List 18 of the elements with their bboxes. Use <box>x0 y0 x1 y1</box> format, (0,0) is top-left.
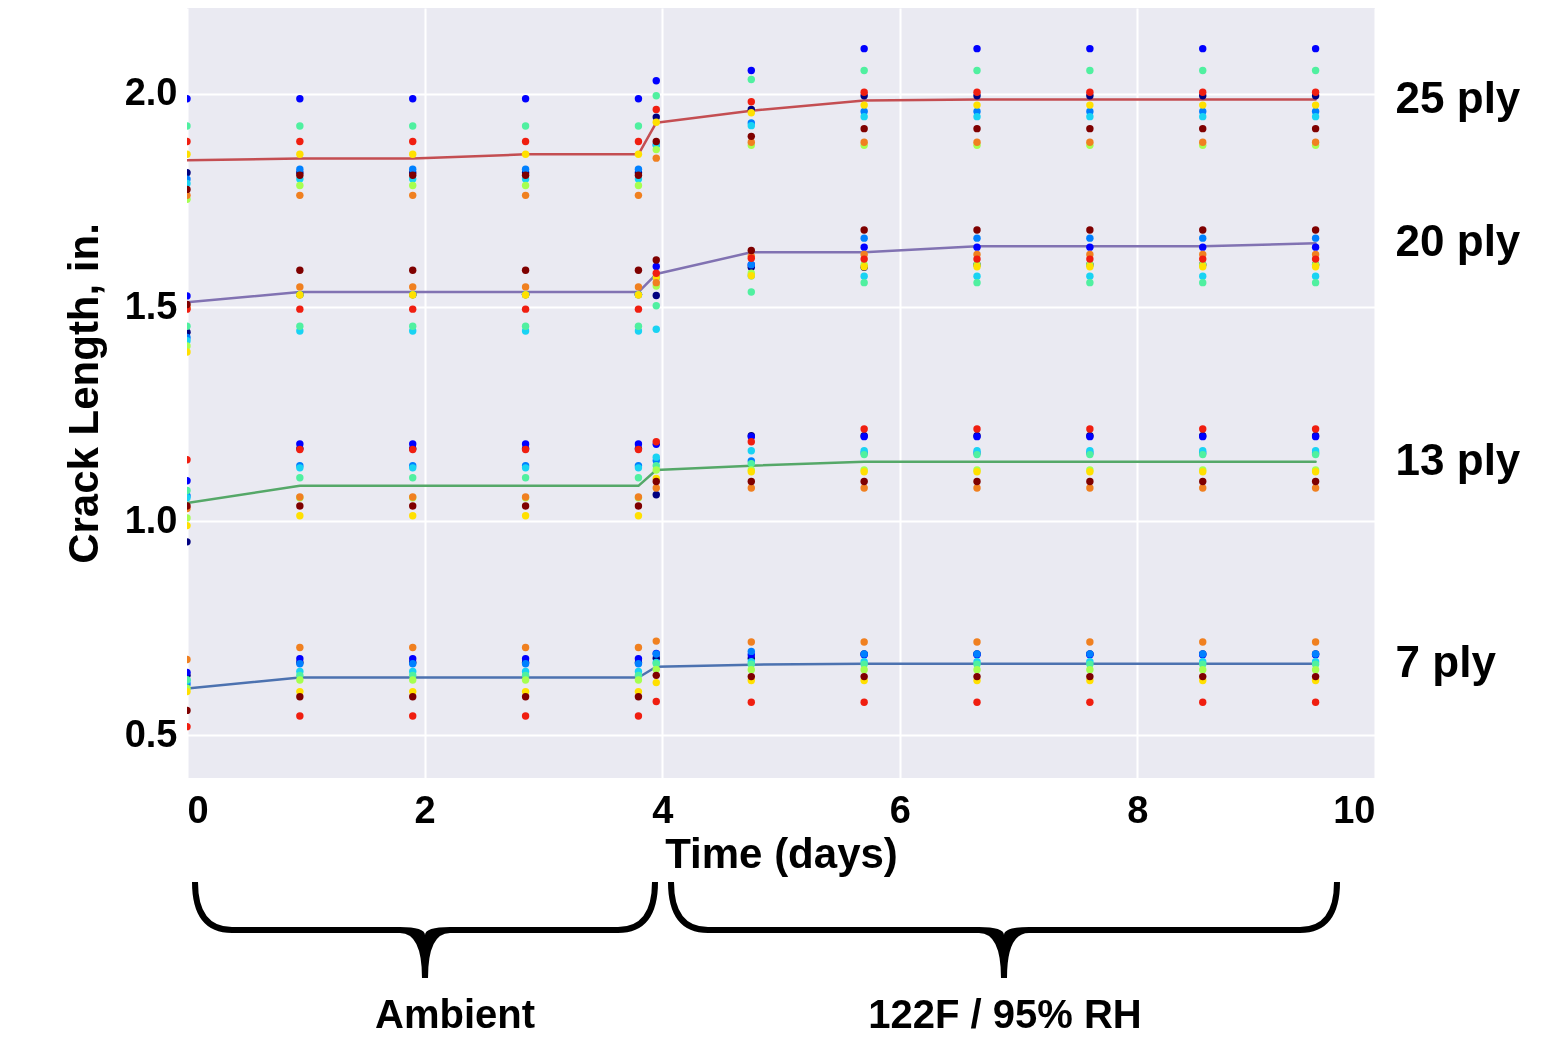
series-label: 20 ply <box>1395 216 1521 266</box>
x-tick-label: 10 <box>1333 788 1376 831</box>
x-tick-label: 4 <box>652 788 674 831</box>
x-tick-label: 0 <box>187 788 209 831</box>
y-tick-label: 0.5 <box>124 712 178 755</box>
x-tick-label: 8 <box>1127 788 1149 831</box>
series-label: 13 ply <box>1395 434 1521 484</box>
text: Ambient <box>375 992 535 1037</box>
y-tick-label: 1.0 <box>124 498 178 541</box>
series-label: 7 ply <box>1395 636 1497 686</box>
text: 122F / 95% RH <box>868 992 1142 1037</box>
x-axis-title: Time (days) <box>665 829 898 877</box>
x-tick-label: 2 <box>414 788 436 831</box>
y-axis-title: Crack Length, in. <box>59 223 107 564</box>
series-label: 25 ply <box>1395 72 1521 122</box>
y-tick-label: 1.5 <box>124 284 178 327</box>
x-tick-label: 6 <box>889 788 911 831</box>
y-tick-label: 2.0 <box>124 71 178 114</box>
